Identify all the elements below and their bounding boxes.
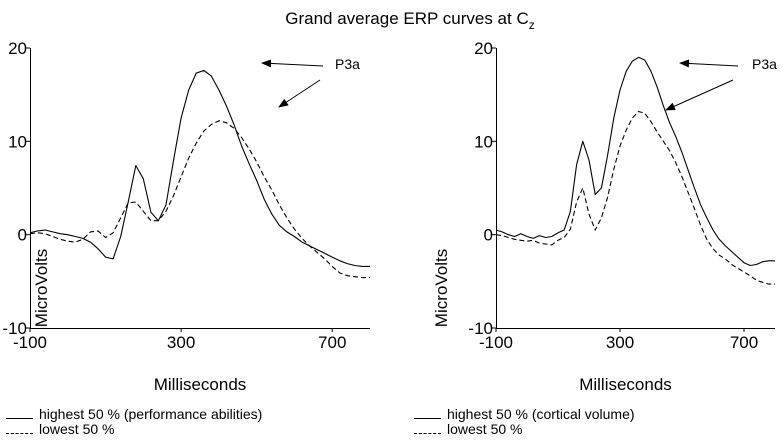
left-legend: highest 50 % (performance abilities) low… [6,407,262,437]
x-tick-label: 700 [318,333,346,352]
right-legend-label-dashed: lowest 50 % [447,421,523,437]
annotation-arrow [261,59,324,68]
figure-title-main: Grand average ERP curves at C [285,9,528,28]
solid-line-swatch [414,418,441,419]
x-tick-label: 300 [606,333,634,352]
figure-title: Grand average ERP curves at Cz [285,9,534,32]
x-axis-label: Milliseconds [579,375,672,394]
right-legend-label-solid: highest 50 % (cortical volume) [447,406,635,422]
y-axis-label: MicroVolts [432,249,451,327]
dashed-line-swatch [414,433,441,434]
dashed-series-line [495,110,775,285]
left-legend-label-dashed: lowest 50 % [39,421,115,437]
x-tick-label: 300 [167,333,195,352]
left-legend-row-dashed: lowest 50 % [6,422,262,437]
left-legend-row-solid: highest 50 % (performance abilities) [6,407,262,422]
right-legend: highest 50 % (cortical volume) lowest 50… [414,407,635,437]
annotation-arrow [679,59,739,68]
x-tick-label: -100 [13,333,47,352]
y-tick-label: 10 [474,132,493,151]
figure-title-subscript: z [529,18,535,32]
annotation-arrow [665,79,734,111]
solid-series-line [495,56,775,267]
left-legend-label-solid: highest 50 % (performance abilities) [39,406,263,422]
y-tick-label: 20 [474,39,493,58]
annotation-label: P3a [752,56,777,72]
y-tick-label: 20 [8,39,27,58]
annotation-arrow [278,79,321,108]
x-axis-label: Milliseconds [154,375,247,394]
x-tick-label: -100 [479,333,513,352]
y-tick-label: 0 [18,226,27,245]
y-tick-label: -10 [468,319,493,338]
dashed-line-swatch [6,433,33,434]
dashed-series-line [29,120,370,279]
solid-series-line [29,69,370,267]
x-tick-label: 700 [730,333,758,352]
annotation-label: P3a [335,56,360,72]
right-legend-row-solid: highest 50 % (cortical volume) [414,407,635,422]
y-tick-label: -10 [2,319,27,338]
y-tick-label: 0 [484,226,493,245]
y-axis-label: MicroVolts [32,249,51,327]
right-legend-row-dashed: lowest 50 % [414,422,635,437]
solid-line-swatch [6,418,33,419]
y-tick-label: 10 [8,132,27,151]
